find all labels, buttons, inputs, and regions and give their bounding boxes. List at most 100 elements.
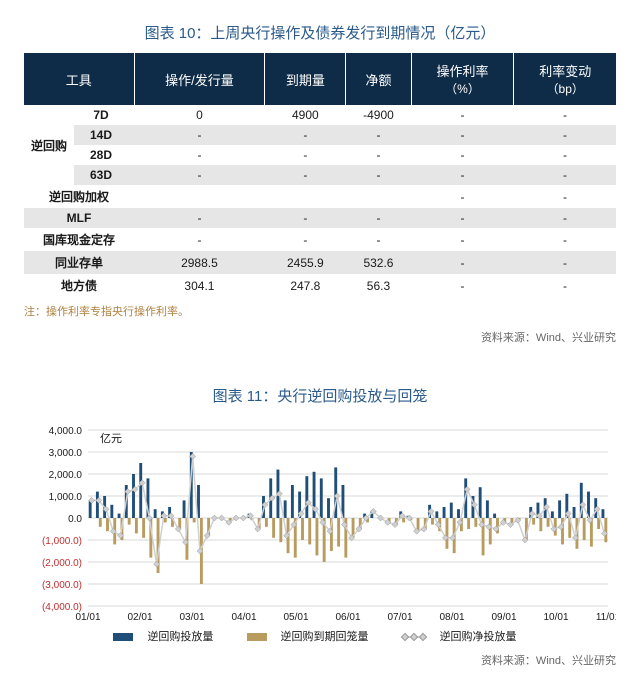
table-cell: - (411, 145, 514, 165)
table-cell: - (514, 208, 616, 228)
table-row: 逆回购加权 -- (24, 185, 616, 208)
table-cell: 14D (74, 125, 134, 145)
table-cell: 2988.5 (134, 251, 265, 274)
svg-text:09/01: 09/01 (491, 612, 516, 623)
table-cell: - (514, 185, 616, 208)
table-cell: 247.8 (265, 274, 346, 297)
table-cell: 532.6 (346, 251, 411, 274)
table-cell (265, 185, 346, 208)
svg-text:(1,000.0): (1,000.0) (42, 536, 82, 547)
table-cell: - (265, 228, 346, 251)
table-cell: 0 (134, 105, 265, 125)
svg-text:2,000.0: 2,000.0 (49, 470, 83, 481)
svg-text:(2,000.0): (2,000.0) (42, 558, 82, 569)
table-cell: 4900 (265, 105, 346, 125)
table-header: 利率变动（bp） (514, 53, 616, 105)
reverse-repo-chart: 4,000.0 3,000.0 2,000.0 1,000.0 0.0 (1,000.0)… (24, 424, 616, 624)
table-cell: - (346, 125, 411, 145)
table-cell: 逆回购加权 (24, 185, 134, 208)
svg-text:亿元: 亿元 (100, 432, 122, 445)
table-cell: - (265, 165, 346, 185)
table-cell (134, 185, 265, 208)
table-cell: - (346, 145, 411, 165)
chart-legend: 逆回购投放量 逆回购到期回笼量 逆回购净投放量 (24, 624, 616, 648)
table-cell: - (411, 208, 514, 228)
table-cell: 304.1 (134, 274, 265, 297)
svg-text:(3,000.0): (3,000.0) (42, 580, 82, 591)
table-header: 操作/发行量 (134, 53, 265, 105)
chart-source: 资料来源：Wind、兴业研究 (24, 648, 616, 678)
table-cell: - (514, 251, 616, 274)
table-cell: 2455.9 (265, 251, 346, 274)
table-cell: - (514, 228, 616, 251)
table-row: 逆回购7D04900-4900-- (24, 105, 616, 125)
svg-text:1,000.0: 1,000.0 (49, 492, 83, 503)
table-cell: - (411, 125, 514, 145)
svg-text:0.0: 0.0 (68, 514, 82, 525)
table-cell: - (346, 228, 411, 251)
table-cell: - (134, 228, 265, 251)
table-row: MLF----- (24, 208, 616, 228)
table-cell: -4900 (346, 105, 411, 125)
table-cell: - (134, 125, 265, 145)
table-row: 14D----- (24, 125, 616, 145)
table-cell: - (346, 208, 411, 228)
table-header: 到期量 (265, 53, 346, 105)
table-note: 注：操作利率专指央行操作利率。 (24, 297, 616, 325)
table-cell: 地方债 (24, 274, 134, 297)
table-title: 图表 10：上周央行操作及债券发行到期情况（亿元） (24, 8, 616, 53)
svg-text:08/01: 08/01 (439, 612, 464, 623)
table-cell: MLF (24, 208, 134, 228)
table-cell: 56.3 (346, 274, 411, 297)
table-cell: - (411, 105, 514, 125)
table-cell: - (411, 185, 514, 208)
table-cell: - (514, 274, 616, 297)
legend-inject: 逆回购投放量 (147, 631, 213, 643)
table-cell: 28D (74, 145, 134, 165)
svg-text:4,000.0: 4,000.0 (49, 426, 83, 437)
table-cell: - (411, 251, 514, 274)
table-row: 同业存单2988.52455.9532.6-- (24, 251, 616, 274)
svg-text:01/01: 01/01 (75, 612, 100, 623)
table-cell: - (411, 228, 514, 251)
table-row: 63D----- (24, 165, 616, 185)
table-section: 图表 10：上周央行操作及债券发行到期情况（亿元） 工具操作/发行量到期量净额操… (0, 0, 640, 363)
svg-text:10/01: 10/01 (543, 612, 568, 623)
table-header: 净额 (346, 53, 411, 105)
table-cell: - (514, 165, 616, 185)
table-cell: - (514, 145, 616, 165)
legend-net: 逆回购净投放量 (440, 631, 517, 643)
table-cell: - (514, 125, 616, 145)
table-cell: - (346, 165, 411, 185)
svg-text:3,000.0: 3,000.0 (49, 448, 83, 459)
table-row: 地方债304.1247.856.3-- (24, 274, 616, 297)
table-cell: 63D (74, 165, 134, 185)
svg-text:02/01: 02/01 (127, 612, 152, 623)
table-row: 国库现金定存----- (24, 228, 616, 251)
svg-text:07/01: 07/01 (387, 612, 412, 623)
svg-text:11/01: 11/01 (596, 612, 616, 623)
table-cell: - (265, 125, 346, 145)
table-cell: 7D (74, 105, 134, 125)
table-cell: - (134, 165, 265, 185)
table-cell: - (514, 105, 616, 125)
table-cell: - (134, 208, 265, 228)
svg-text:06/01: 06/01 (335, 612, 360, 623)
table-row: 28D----- (24, 145, 616, 165)
legend-withdraw: 逆回购到期回笼量 (281, 631, 369, 643)
tool-group-label: 逆回购 (24, 105, 74, 185)
table-cell: 同业存单 (24, 251, 134, 274)
svg-text:04/01: 04/01 (231, 612, 256, 623)
table-cell: - (411, 165, 514, 185)
table-cell: - (411, 274, 514, 297)
table-header: 工具 (24, 53, 134, 105)
table-cell: - (265, 145, 346, 165)
table-cell: - (134, 145, 265, 165)
table-cell: - (265, 208, 346, 228)
svg-text:03/01: 03/01 (179, 612, 204, 623)
table-cell: 国库现金定存 (24, 228, 134, 251)
table-header: 操作利率（%） (411, 53, 514, 105)
table-source: 资料来源：Wind、兴业研究 (24, 325, 616, 355)
svg-text:05/01: 05/01 (283, 612, 308, 623)
chart-title: 图表 11：央行逆回购投放与回笼 (24, 371, 616, 416)
